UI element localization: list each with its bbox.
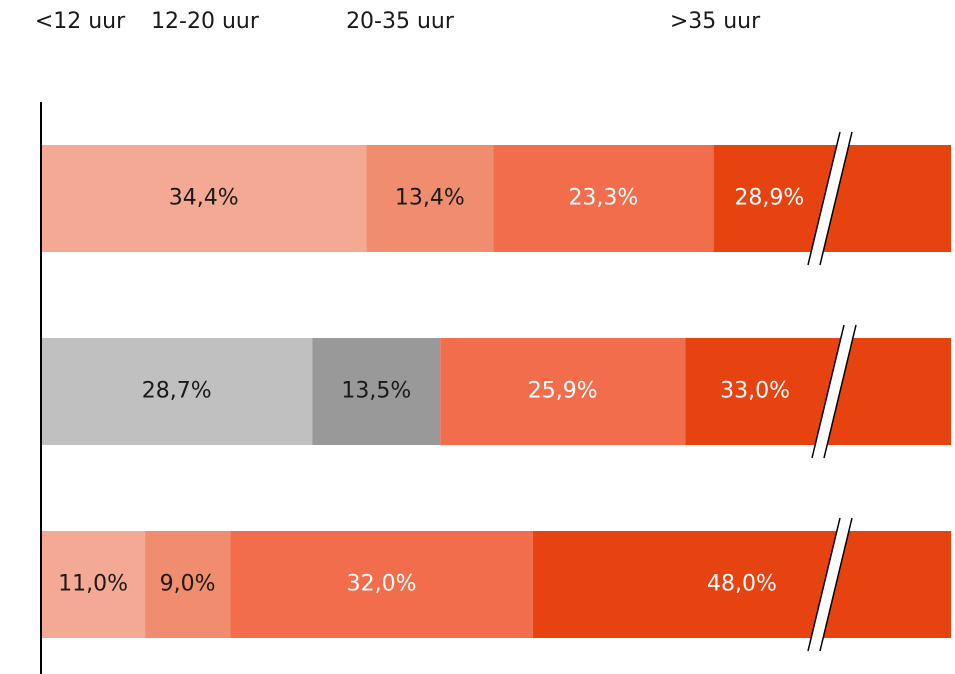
axis-break	[808, 132, 852, 265]
bar-segment	[230, 531, 533, 638]
bar-segment	[493, 145, 714, 252]
value-label: 48,0%	[707, 572, 777, 597]
value-label: 25,9%	[528, 379, 598, 404]
value-label: 32,0%	[347, 572, 417, 597]
axis-break-line	[819, 131, 853, 266]
bar-segment	[41, 531, 146, 638]
value-label: 11,0%	[58, 572, 128, 597]
bar-segment	[440, 338, 686, 445]
bar-segment	[145, 531, 231, 638]
value-label: 34,4%	[169, 186, 239, 211]
legend-label: 20-35 uur	[346, 9, 455, 34]
value-label: 28,7%	[142, 379, 212, 404]
value-label: 13,5%	[341, 379, 411, 404]
value-label: 13,4%	[395, 186, 465, 211]
axis-break-line	[807, 131, 841, 266]
bar-segment	[312, 338, 441, 445]
axis-break	[808, 518, 852, 651]
legend-label: >35 uur	[670, 9, 761, 34]
axis-break	[812, 325, 856, 458]
bar-segment	[685, 338, 951, 445]
value-label: 33,0%	[720, 379, 790, 404]
value-label: 28,9%	[734, 186, 804, 211]
value-label: 9,0%	[160, 572, 216, 597]
legend-label: <12 uur	[35, 9, 126, 34]
bar-segment	[366, 145, 494, 252]
bar-segment	[41, 145, 367, 252]
axis-break-line	[811, 324, 845, 459]
bar-segment	[532, 531, 951, 638]
bar-segment	[41, 338, 313, 445]
axis-break-line	[807, 517, 841, 652]
value-label: 23,3%	[568, 186, 638, 211]
legend-label: 12-20 uur	[151, 9, 260, 34]
axis-break-line	[823, 324, 857, 459]
axis-break-line	[819, 517, 853, 652]
overlay: <12 uur 12-20 uur 20-35 uur >35 uur 34,4% 13,…	[35, 9, 857, 652]
